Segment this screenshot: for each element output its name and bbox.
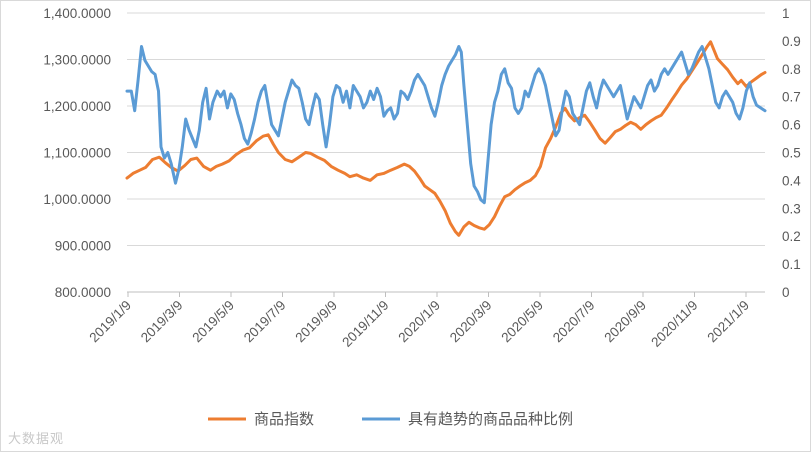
watermark-text: 大数据观 <box>8 432 65 447</box>
x-tick-label: 2019/1/9 <box>86 298 134 346</box>
left-tick-label: 1,300.0000 <box>43 53 111 68</box>
gridlines <box>127 12 765 246</box>
right-tick-label: 0.6 <box>782 118 801 133</box>
legend-label-trend-ratio: 具有趋势的商品品种比例 <box>408 410 573 428</box>
x-axis-ticks <box>127 292 747 297</box>
legend: 商品指数 具有趋势的商品品种比例 <box>208 410 573 428</box>
x-tick-label: 2020/11/9 <box>648 298 700 350</box>
right-tick-label: 0.9 <box>782 34 801 49</box>
left-tick-label: 900.0000 <box>55 239 111 254</box>
right-tick-label: 0.2 <box>782 229 801 244</box>
series-layer <box>125 40 767 237</box>
x-tick-label: 2020/3/9 <box>447 298 495 346</box>
right-tick-label: 0.3 <box>782 201 801 216</box>
left-axis-tick-labels: 800.0000 900.0000 1,000.0000 1,100.0000 1,20… <box>43 6 111 300</box>
left-tick-label: 1,400.0000 <box>43 6 111 21</box>
left-tick-label: 1,000.0000 <box>43 192 111 207</box>
right-axis-tick-labels: 0 0.1 0.2 0.3 0.4 0.5 0.6 0.7 0.8 0.9 1 <box>782 6 801 300</box>
right-tick-label: 1 <box>782 6 790 21</box>
x-tick-label: 2019/3/9 <box>138 298 186 346</box>
right-tick-label: 0 <box>782 285 790 300</box>
x-tick-label: 2021/1/9 <box>704 298 752 346</box>
x-tick-label: 2019/5/9 <box>189 298 237 346</box>
left-tick-label: 1,100.0000 <box>43 146 111 161</box>
left-tick-label: 1,200.0000 <box>43 99 111 114</box>
right-tick-label: 0.8 <box>782 62 801 77</box>
x-tick-label: 2019/7/9 <box>241 298 289 346</box>
right-tick-label: 0.7 <box>782 90 801 105</box>
x-tick-label: 2019/11/9 <box>339 298 391 350</box>
x-tick-label: 2020/5/9 <box>498 298 546 346</box>
series-line-commodity-index <box>125 40 767 237</box>
left-tick-label: 800.0000 <box>55 285 111 300</box>
x-tick-label: 2020/7/9 <box>550 298 598 346</box>
x-tick-label: 2020/1/9 <box>395 298 443 346</box>
right-tick-label: 0.5 <box>782 146 801 161</box>
x-tick-label: 2020/9/9 <box>601 298 649 346</box>
legend-label-commodity-index: 商品指数 <box>254 410 314 428</box>
right-tick-label: 0.1 <box>782 257 801 272</box>
right-tick-label: 0.4 <box>782 173 801 188</box>
x-axis-tick-labels: 2019/1/9 2019/3/9 2019/5/9 2019/7/9 2019/9/9… <box>86 298 752 350</box>
series-line-trend-ratio <box>125 45 767 205</box>
x-tick-label: 2019/9/9 <box>292 298 340 346</box>
